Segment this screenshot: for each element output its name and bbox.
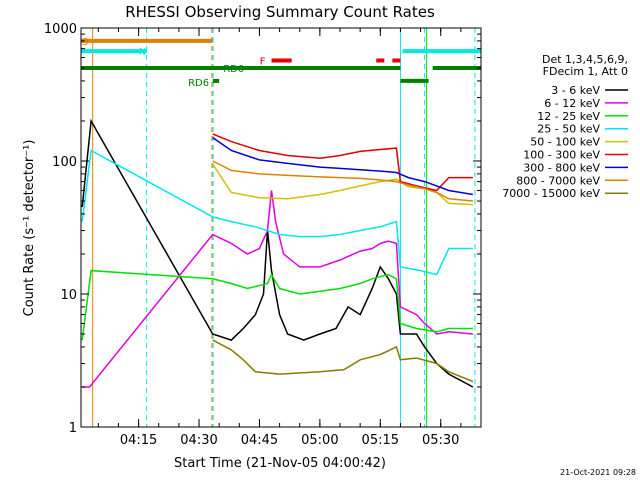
y-tick-label-3: 1000 — [44, 22, 77, 37]
x-tick-label-0: 04:15 — [120, 433, 157, 448]
flag-label-s: S — [82, 37, 88, 48]
x-axis-label: Start Time (21-Nov-05 04:00:42) — [174, 456, 386, 471]
legend: Det 1,3,4,5,6,9,FDecim 1, Att 0 3 - 6 keV… — [502, 53, 628, 200]
legend-label-0: 3 - 6 keV — [551, 84, 600, 97]
x-axis: 04:15 04:30 04:45 05:00 05:15 05:30 — [97, 28, 462, 448]
series-line-1 — [82, 190, 473, 388]
x-tick-label-1: 04:30 — [180, 433, 217, 448]
legend-label-1: 6 - 12 keV — [544, 97, 600, 110]
x-tick-label-3: 05:00 — [301, 433, 338, 448]
footer-timestamp: 21-Oct-2021 09:28 — [560, 468, 636, 477]
series-line-3 — [81, 149, 473, 276]
x-tick-label-5: 05:30 — [422, 433, 459, 448]
legend-header-0: Det 1,3,4,5,6,9, — [542, 53, 628, 66]
series-line-7 — [212, 160, 473, 202]
series-line-5 — [212, 133, 473, 192]
series-line-2 — [81, 269, 473, 341]
flag-label-n: N — [139, 47, 146, 58]
series-line-0 — [81, 118, 474, 388]
series-line-8 — [212, 339, 474, 383]
y-axis-label: Count Rate (s⁻¹ detector⁻¹) — [22, 140, 37, 317]
legend-label-2: 12 - 25 keV — [537, 110, 600, 123]
flag-label-f: F — [260, 56, 266, 67]
plot-frame — [80, 27, 482, 428]
legend-label-5: 100 - 300 keV — [523, 149, 600, 162]
legend-label-3: 25 - 50 keV — [537, 123, 600, 136]
legend-label-4: 50 - 100 keV — [530, 136, 600, 149]
y-axis: 1 10 100 1000 — [44, 22, 481, 436]
x-tick-label-4: 05:15 — [362, 433, 399, 448]
y-tick-label-1: 10 — [60, 288, 77, 303]
flag-label-rd0: RD0 — [223, 64, 244, 75]
x-tick-label-2: 04:45 — [241, 433, 278, 448]
legend-header-1: FDecim 1, Att 0 — [543, 65, 628, 78]
legend-label-6: 300 - 800 keV — [523, 161, 600, 174]
y-tick-label-2: 100 — [52, 155, 77, 170]
series-line-6 — [212, 136, 474, 196]
legend-label-8: 7000 - 15000 keV — [502, 187, 600, 200]
chart-title: RHESSI Observing Summary Count Rates — [125, 3, 435, 21]
legend-label-7: 800 - 7000 keV — [516, 174, 600, 187]
flag-label-rd6: RD6 — [188, 78, 209, 89]
y-tick-label-0: 1 — [69, 421, 77, 436]
plot-area: S N F RD0 RD6 — [80, 28, 481, 427]
